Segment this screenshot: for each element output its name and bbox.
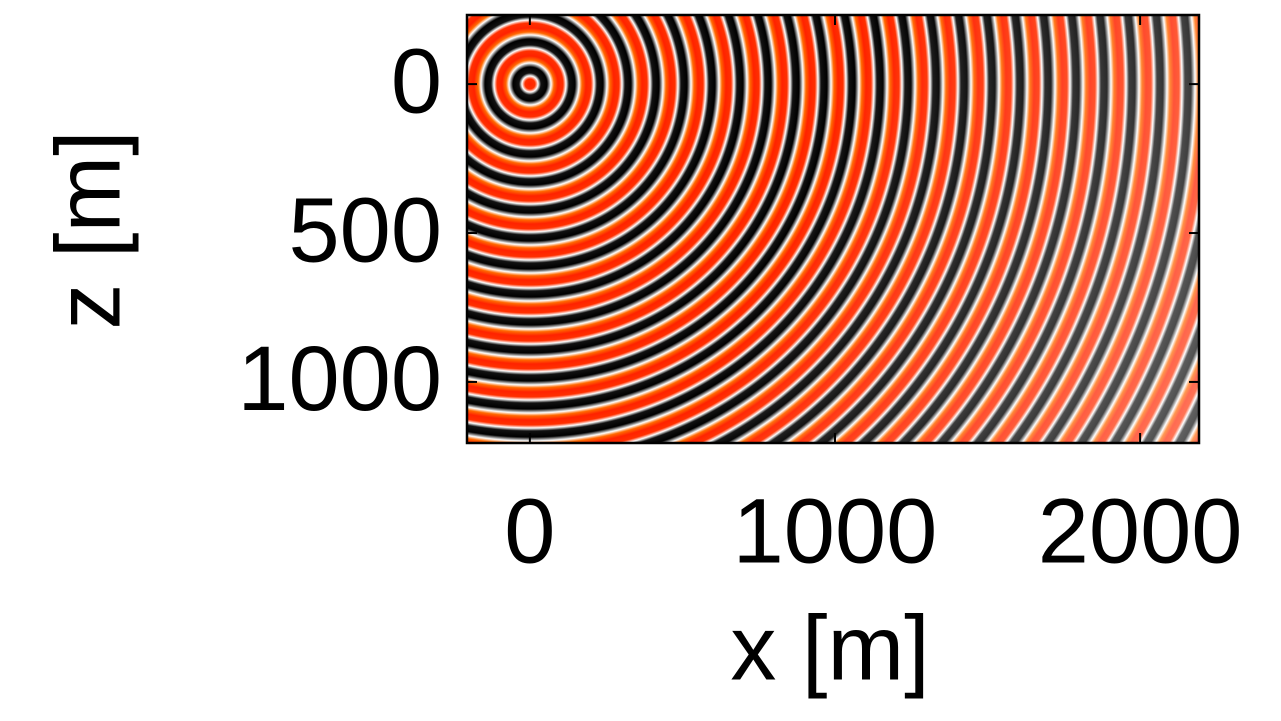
wavefield-image <box>467 15 1199 443</box>
plot-frame <box>465 13 1201 445</box>
x-tick-label: 0 <box>504 480 555 582</box>
x-axis-label: x [m] <box>730 597 929 699</box>
x-tick-label: 1000 <box>733 480 938 582</box>
y-tick-label: 1000 <box>237 328 442 430</box>
y-tick-label: 0 <box>391 30 442 132</box>
y-axis-label: z [m] <box>37 130 139 329</box>
x-tick-label: 2000 <box>1038 480 1243 582</box>
y-tick-label: 500 <box>289 179 443 281</box>
